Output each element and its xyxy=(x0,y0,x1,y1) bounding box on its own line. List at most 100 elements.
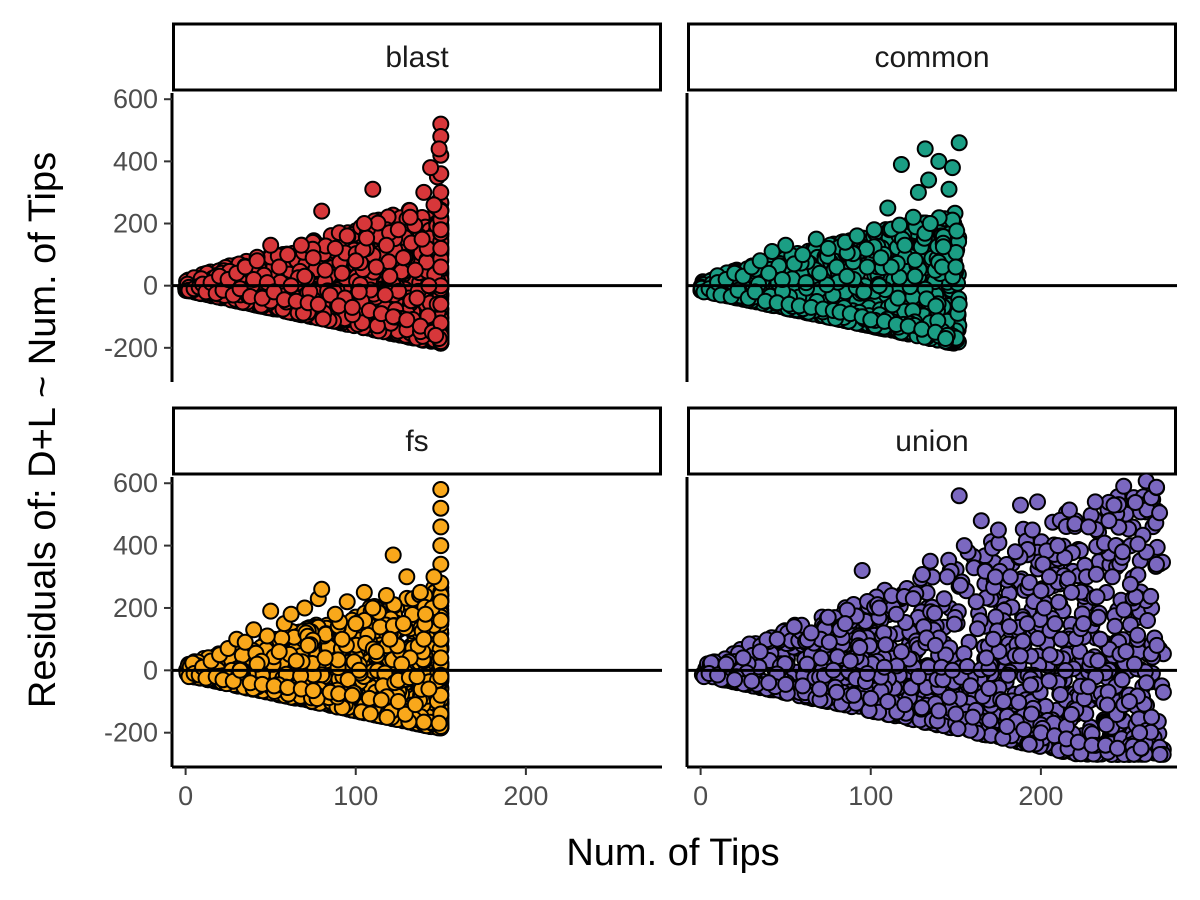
data-point xyxy=(338,593,356,611)
data-point xyxy=(948,222,966,240)
data-point xyxy=(296,267,314,285)
facet-strip-label: fs xyxy=(405,425,428,458)
y-tick-label: 400 xyxy=(113,531,158,561)
data-point xyxy=(415,630,433,648)
data-point xyxy=(347,615,365,633)
data-point xyxy=(838,267,856,285)
data-point xyxy=(940,180,958,198)
data-point xyxy=(913,320,931,338)
data-point xyxy=(364,180,382,198)
data-point xyxy=(316,649,334,667)
data-point xyxy=(430,140,448,158)
data-point xyxy=(355,215,373,232)
data-point xyxy=(432,537,450,555)
y-tick-label: -200 xyxy=(104,718,158,748)
data-point xyxy=(848,227,866,245)
data-point xyxy=(394,249,412,267)
data-point xyxy=(422,159,440,177)
data-point xyxy=(381,630,399,648)
data-point xyxy=(367,258,385,276)
data-point xyxy=(906,267,924,285)
data-point xyxy=(425,196,443,214)
data-point xyxy=(432,499,450,517)
y-tick-label: 0 xyxy=(143,271,158,301)
data-point xyxy=(408,289,426,307)
y-tick-label: 200 xyxy=(113,593,158,623)
data-point xyxy=(432,611,450,629)
data-point xyxy=(262,236,280,254)
facet-strip-label: blast xyxy=(385,41,449,74)
data-point xyxy=(273,629,291,647)
data-point xyxy=(248,252,266,270)
data-point xyxy=(343,686,361,704)
data-point xyxy=(376,286,394,304)
data-point xyxy=(384,308,402,326)
data-point xyxy=(364,599,382,617)
data-point xyxy=(415,713,433,731)
data-point xyxy=(430,714,448,732)
data-point xyxy=(425,568,443,586)
data-point xyxy=(401,208,419,226)
data-point xyxy=(330,685,348,703)
data-point xyxy=(367,643,385,661)
data-point xyxy=(313,580,331,598)
data-point xyxy=(417,605,434,623)
data-point xyxy=(927,297,945,315)
data-point xyxy=(909,183,927,201)
data-point xyxy=(432,239,450,257)
facet-panel-common: common xyxy=(685,22,1177,382)
data-point xyxy=(432,221,450,239)
data-point xyxy=(432,630,450,648)
x-tick-label: 0 xyxy=(178,781,193,811)
data-point xyxy=(316,261,334,279)
data-point xyxy=(358,229,376,247)
data-point xyxy=(413,230,431,248)
data-point xyxy=(819,239,837,257)
data-point xyxy=(270,643,288,661)
data-point xyxy=(934,238,952,256)
data-point xyxy=(904,208,922,226)
data-point xyxy=(338,227,356,245)
y-tick-label: 0 xyxy=(143,655,158,685)
data-point xyxy=(432,649,450,667)
data-point xyxy=(262,602,280,620)
data-point xyxy=(947,258,965,276)
data-point xyxy=(943,159,961,177)
data-point xyxy=(313,202,331,220)
data-point xyxy=(384,546,402,564)
data-point xyxy=(794,246,812,264)
data-point xyxy=(937,330,955,347)
x-tick-label: 200 xyxy=(503,781,548,811)
data-point xyxy=(378,708,396,726)
data-point xyxy=(811,264,829,282)
data-point xyxy=(258,627,276,645)
data-point xyxy=(891,216,909,234)
data-point xyxy=(920,171,938,189)
data-point xyxy=(906,251,924,269)
data-point xyxy=(899,317,917,335)
data-point xyxy=(389,221,407,239)
data-point xyxy=(377,587,395,604)
data-point xyxy=(326,605,344,623)
data-point xyxy=(1106,617,1124,635)
data-point xyxy=(432,518,450,536)
data-point xyxy=(287,652,305,670)
y-tick-label: 600 xyxy=(113,84,158,114)
facets-layer: blast-2000200400600commonfs-200020040060… xyxy=(104,22,1177,811)
data-point xyxy=(892,156,910,173)
data-point xyxy=(394,615,412,633)
data-point xyxy=(415,183,433,201)
data-point xyxy=(347,252,365,270)
data-point xyxy=(279,246,297,264)
data-point xyxy=(265,677,283,695)
data-point xyxy=(797,274,815,292)
data-point xyxy=(304,249,322,267)
data-point xyxy=(896,236,914,254)
facet-strip-label: union xyxy=(895,425,968,458)
data-point xyxy=(292,236,310,254)
data-point xyxy=(343,298,361,316)
